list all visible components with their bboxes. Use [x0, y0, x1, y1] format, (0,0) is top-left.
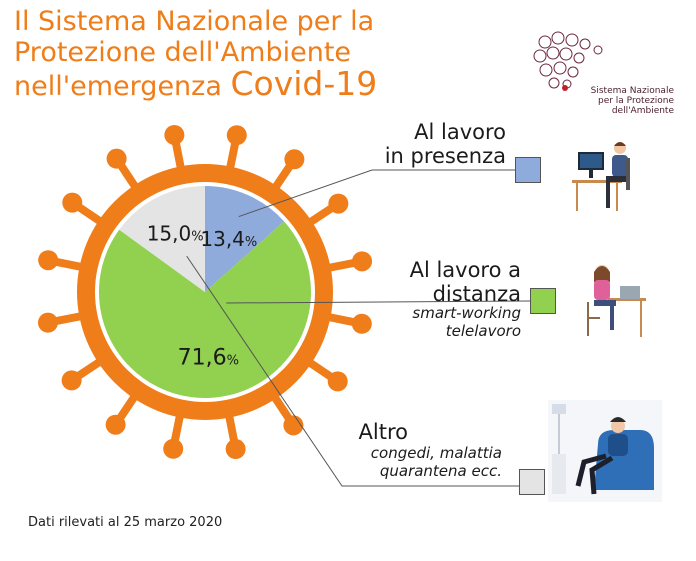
- virus-spike-head: [38, 250, 59, 271]
- pie-slice-distanza: [99, 221, 311, 398]
- pie-label-presenza: 13,4%: [200, 227, 257, 251]
- virus-spike-head: [327, 371, 348, 392]
- virus-spike-head: [105, 414, 126, 435]
- legend-distanza-line-2: distanza: [432, 282, 521, 306]
- legend-presenza-line-1: Al lavoro: [414, 120, 506, 144]
- leader-lines: [186, 169, 531, 487]
- pie-chart: [95, 182, 315, 402]
- legend-distanza-swatch: [530, 288, 556, 314]
- virus-spike-head: [226, 125, 247, 146]
- legend-distanza-sub-1: smart-working: [412, 304, 521, 322]
- logo-line-3: dell'Ambiente: [611, 106, 674, 116]
- logo-line-1: Sistema Nazionale: [590, 86, 674, 96]
- title-covid: Covid-19: [230, 64, 378, 103]
- virus-spike-head: [225, 439, 246, 460]
- footnote: Dati rilevati al 25 marzo 2020: [28, 515, 223, 530]
- pie-label-distanza: 71,6%: [178, 346, 239, 371]
- title-line-3: nell'emergenza: [14, 71, 222, 102]
- virus-spike-head: [37, 312, 58, 333]
- legend-distanza-sub-2: telelavoro: [445, 322, 521, 340]
- pie-labels: 13,4% 71,6% 15,0%: [147, 221, 258, 370]
- office-worker-illustration: [572, 142, 630, 211]
- virus-spike-head: [283, 415, 304, 436]
- virus-spike-head: [284, 149, 305, 170]
- pie-slice-altro: [119, 186, 205, 292]
- logo-line-2: per la Protezione: [597, 96, 674, 106]
- legend-presenza-title: Al lavoro in presenza: [340, 120, 506, 168]
- pie-label-altro: 15,0%: [147, 221, 204, 245]
- title-line-2: Protezione dell'Ambiente: [14, 37, 352, 68]
- virus-spike-head: [61, 370, 82, 391]
- legend-distanza-sub: smart-working telelavoro: [340, 304, 521, 340]
- legend-altro-swatch: [519, 469, 545, 495]
- remote-worker-illustration: [587, 265, 646, 337]
- leader-distanza: [226, 300, 531, 304]
- leader-altro: [186, 255, 519, 487]
- leader-presenza: [238, 169, 515, 218]
- logo-text: Sistema Nazionale per la Protezione dell…: [548, 86, 674, 116]
- legend-distanza-line-1: Al lavoro a: [409, 258, 521, 282]
- virus-spike-head: [106, 148, 127, 169]
- virus-spike-head: [62, 192, 83, 213]
- legend-altro-sub: congedi, malattia quarantena ecc.: [330, 444, 502, 480]
- legend-altro-sub-2: quarantena ecc.: [379, 462, 502, 480]
- virus-spike-head: [352, 251, 373, 272]
- title-line-1: Il Sistema Nazionale per la: [14, 6, 375, 37]
- virus-spike-head: [351, 313, 372, 334]
- virus-spike-head: [164, 124, 185, 145]
- legend-presenza-swatch: [515, 157, 541, 183]
- legend-presenza-line-2: in presenza: [384, 144, 506, 168]
- virus-spike-head: [328, 193, 349, 214]
- armchair-illustration: [548, 400, 662, 502]
- virus-spike-head: [163, 438, 184, 459]
- legend-distanza-title: Al lavoro a distanza: [340, 258, 521, 306]
- legend-altro-title: Altro: [340, 420, 408, 444]
- pie-slice-presenza: [205, 186, 285, 292]
- legend-altro-line-1: Altro: [358, 420, 408, 444]
- snpa-logo: [533, 31, 603, 91]
- page-title: Il Sistema Nazionale per la Protezione d…: [14, 6, 377, 102]
- legend-altro-sub-1: congedi, malattia: [370, 444, 502, 462]
